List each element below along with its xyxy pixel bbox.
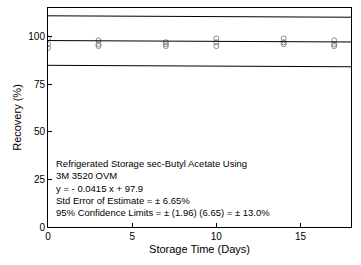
svg-text:0: 0 [45,231,51,242]
svg-text:100: 100 [28,31,45,42]
svg-text:5: 5 [129,231,135,242]
svg-text:15: 15 [295,231,307,242]
svg-text:Refrigerated Storage sec-Butyl: Refrigerated Storage sec-Butyl Acetate U… [56,158,270,218]
svg-text:75: 75 [34,79,46,90]
svg-text:25: 25 [34,174,46,185]
svg-text:Storage Time (Days): Storage Time (Days) [149,243,250,255]
svg-text:50: 50 [34,126,46,137]
svg-text:10: 10 [211,231,223,242]
svg-text:Recovery (%): Recovery (%) [11,84,23,151]
svg-text:0: 0 [39,222,45,233]
